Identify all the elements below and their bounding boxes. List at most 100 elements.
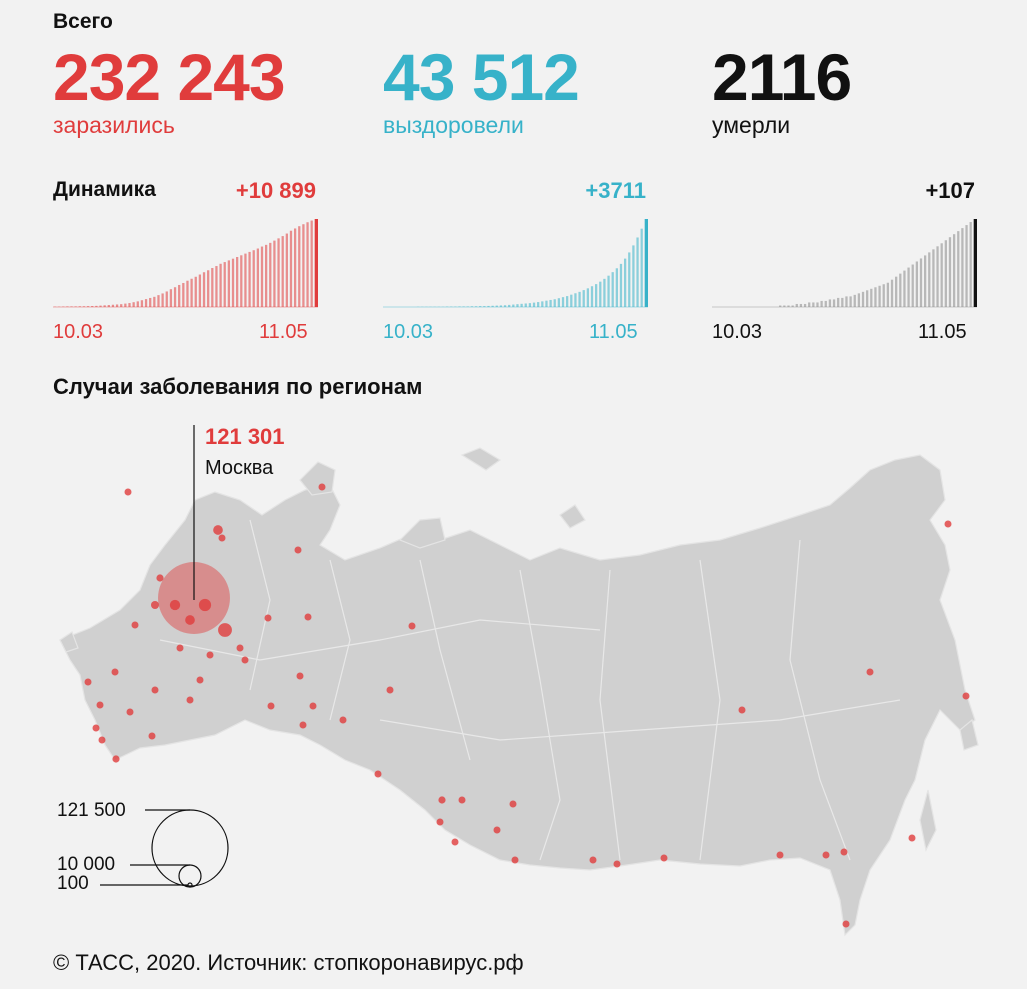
sparkline-bar — [244, 253, 247, 307]
recovered-delta: +3711 — [585, 178, 646, 203]
sparkline-bar — [223, 262, 226, 307]
sparkline-bar — [615, 268, 618, 307]
size-legend — [100, 809, 229, 888]
sparkline-bar — [103, 305, 106, 307]
sparkline-bar — [915, 261, 918, 307]
sparkline-bar — [111, 304, 115, 307]
sparkline-bar — [132, 302, 135, 307]
region-bubble — [458, 796, 466, 804]
sparkline-bar — [586, 288, 589, 307]
region-bubble — [840, 848, 848, 856]
sparkline-bar — [82, 306, 86, 307]
sparkline-bar — [541, 301, 544, 307]
infected-sparkline — [53, 219, 318, 308]
region-bubble — [198, 598, 212, 612]
sparkline-bar — [603, 278, 606, 307]
sparkline-bar — [219, 263, 222, 307]
sparkline-bar — [936, 246, 939, 307]
sparkline-bar — [136, 301, 139, 307]
region-bubble — [98, 736, 106, 744]
sparkline-bar — [644, 219, 648, 307]
sparkline-bar — [791, 305, 794, 307]
sparkline-bar — [470, 306, 474, 307]
sparkline-bar — [495, 305, 498, 307]
dynamics-title: Динамика — [53, 178, 156, 201]
sparkline-bar — [211, 268, 214, 307]
sparkline-bar — [314, 219, 318, 307]
sparkline-bar — [310, 220, 313, 307]
sparkline-bar — [202, 272, 206, 307]
region-bubble — [589, 856, 597, 864]
sparkline-bar — [595, 284, 598, 307]
map-landmass — [59, 447, 979, 937]
region-borders — [159, 519, 901, 861]
region-bubble — [374, 770, 382, 778]
region-bubble — [509, 800, 517, 808]
sparkline-bar — [462, 306, 465, 307]
sparkline-bar — [808, 302, 811, 307]
region-bubble — [186, 696, 194, 704]
sparkline-bar — [124, 303, 127, 307]
sparkline-bar — [553, 299, 556, 307]
region-bubble — [96, 701, 104, 709]
sparkline-bar — [841, 297, 844, 307]
sparkline-bar — [636, 237, 639, 307]
deaths-caption: умерли — [712, 112, 791, 138]
sparkline-bar — [824, 300, 827, 307]
sparkline-bar — [903, 270, 906, 307]
legend-label-large: 121 500 — [57, 800, 126, 821]
sparkline-bar — [524, 303, 527, 307]
region-bubble — [218, 534, 226, 542]
region-bubble — [241, 656, 249, 664]
deaths-date-end: 11.05 — [918, 321, 967, 343]
region-bubble — [185, 615, 195, 625]
region-bubble — [493, 826, 501, 834]
sparkline-bar — [957, 231, 960, 307]
sparkline-bar — [298, 226, 301, 307]
sparkline-bar — [878, 285, 881, 307]
infected-value: 232 243 — [53, 40, 286, 114]
deaths-sparkline — [712, 219, 977, 308]
sparkline-bar — [812, 302, 815, 307]
region-bubble — [126, 708, 134, 716]
sparkline-bar — [944, 240, 947, 307]
sparkline-bar — [578, 291, 581, 307]
sparkline-bar — [561, 297, 565, 307]
sparkline-bar — [483, 306, 486, 307]
region-bubble — [822, 851, 830, 859]
sparkline-bar — [144, 299, 148, 307]
sparkline-bar — [520, 303, 523, 307]
region-bubble — [436, 818, 444, 826]
sparkline-bar — [269, 242, 272, 307]
sparkline-bar — [190, 278, 193, 307]
sparkline-bar — [273, 240, 276, 307]
region-bubble — [267, 702, 275, 710]
sparkline-bar — [590, 286, 594, 307]
sparkline-bar — [66, 306, 69, 307]
sparkline-bar — [107, 305, 110, 307]
sparkline-bar — [516, 304, 519, 307]
sparkline-bar — [857, 293, 861, 307]
sparkline-bar — [799, 303, 803, 307]
sparkline-bar — [178, 284, 181, 307]
infected-delta: +10 899 — [235, 178, 316, 203]
region-bubble — [776, 851, 784, 859]
sparkline-bar — [231, 258, 235, 307]
legend-label-small: 100 — [57, 873, 89, 894]
sparkline-bar — [70, 306, 73, 307]
sparkline-bar — [861, 291, 865, 307]
region-bubble — [112, 755, 120, 763]
sparkline-bar — [924, 255, 927, 307]
region-bubble — [151, 686, 159, 694]
sparkline-bar — [487, 305, 490, 307]
sparkline-bar — [607, 275, 610, 307]
sparkline-bar — [499, 305, 503, 307]
sparkline-bar — [837, 297, 840, 307]
region-bubble — [304, 613, 312, 621]
sparkline-bar — [961, 228, 964, 307]
region-bubble — [84, 678, 92, 686]
sparkline-bar — [140, 300, 144, 307]
infected-caption: заразились — [53, 112, 175, 138]
region-bubble — [318, 483, 326, 491]
sparkline-bar — [882, 284, 885, 307]
